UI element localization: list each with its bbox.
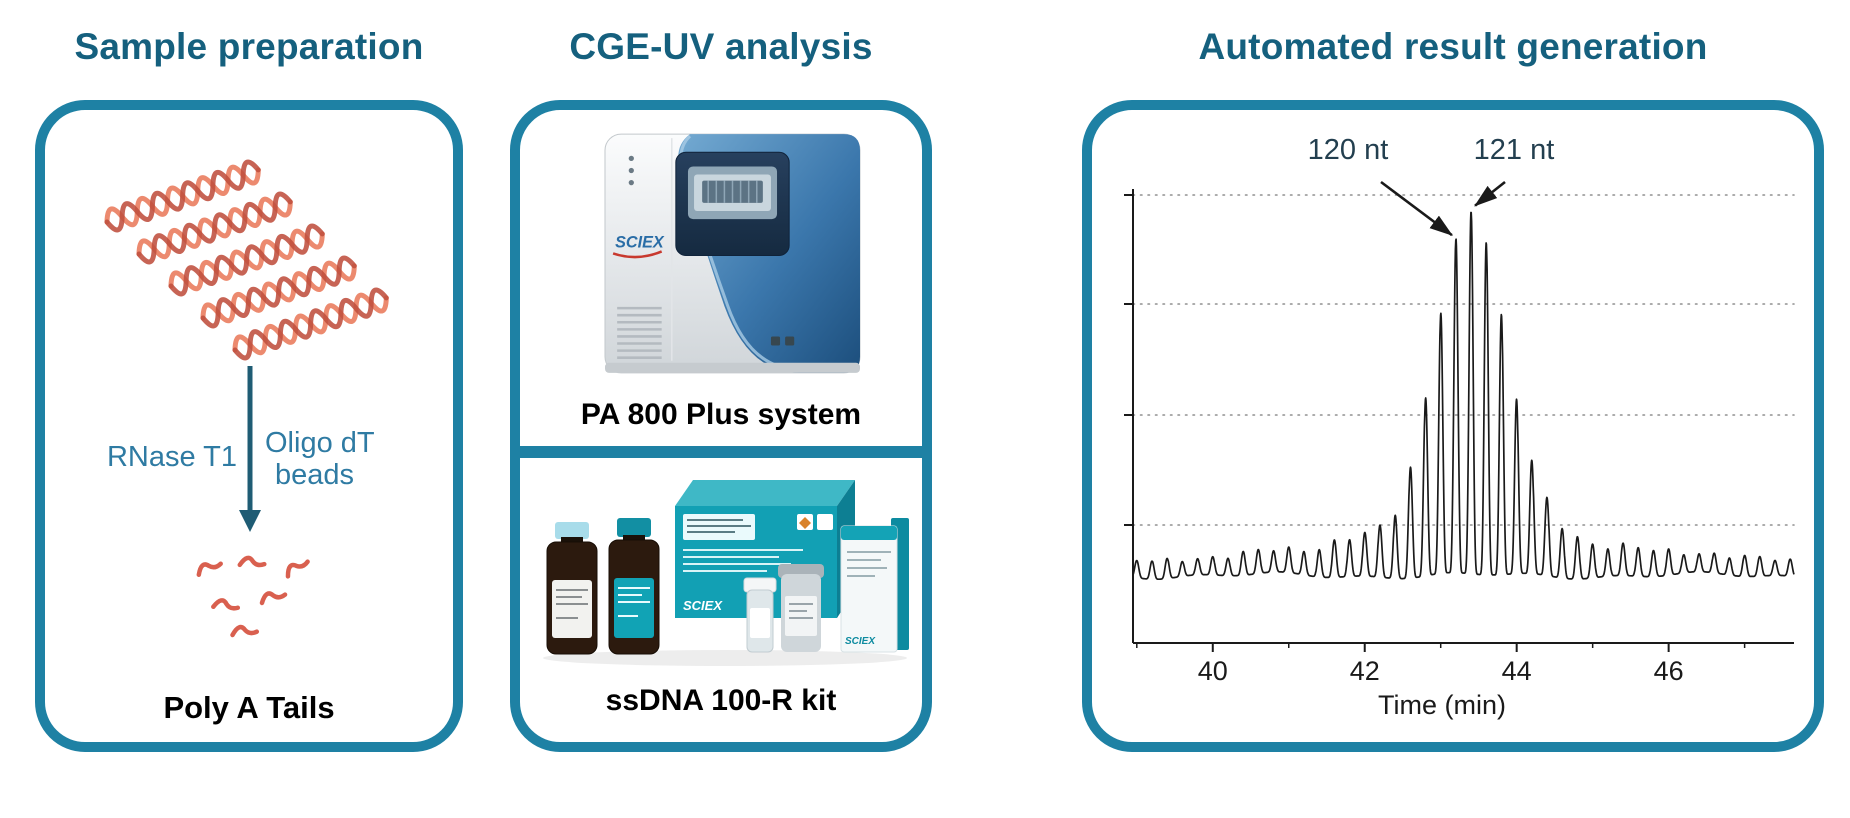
rnase-t1-label: RNase T1 bbox=[106, 441, 237, 473]
x-tick-label: 46 bbox=[1654, 656, 1684, 686]
status-led bbox=[628, 167, 634, 174]
uv-trace bbox=[1132, 211, 1795, 581]
poly-a-tails-caption: Poly A Tails bbox=[163, 690, 335, 725]
poly-a-fragments-icon bbox=[196, 555, 310, 638]
pa800-caption: PA 800 Plus system bbox=[580, 398, 862, 431]
results-panel: 120 nt 121 nt 40 42 44 46 Time (min) bbox=[1082, 100, 1824, 752]
ssdna-kit-image: SCIEX SCIEX bbox=[543, 480, 909, 666]
oligo-dt-label-line1: Oligo dT bbox=[265, 427, 375, 459]
x-tick-label: 40 bbox=[1198, 656, 1228, 686]
annotation-arrow bbox=[1380, 180, 1453, 237]
cge-uv-analysis-title: CGE-UV analysis bbox=[569, 26, 873, 67]
oligo-dt-beads-label: Oligo dT beads bbox=[265, 427, 445, 492]
sciex-logo-text: SCIEX bbox=[615, 233, 665, 251]
ssdna-kit-caption: ssDNA 100-R kit bbox=[605, 684, 837, 717]
peak-annotation-121nt: 121 nt bbox=[1473, 134, 1555, 166]
status-led bbox=[628, 180, 634, 186]
automated-result-title: Automated result generation bbox=[1198, 26, 1708, 67]
electropherogram-chart: 40 42 44 46 bbox=[1124, 180, 1795, 686]
bottle-cap bbox=[617, 518, 651, 537]
pa800-instrument-image: SCIEX bbox=[604, 133, 861, 374]
package-sciex-logo: SCIEX bbox=[845, 636, 876, 647]
mrna-strands-icon bbox=[104, 159, 389, 361]
kit-box-top bbox=[675, 480, 855, 506]
capillary-box-front bbox=[840, 525, 898, 653]
instrument-vent-grille bbox=[617, 306, 662, 359]
down-arrow-icon bbox=[239, 366, 261, 532]
bottle-cap bbox=[555, 522, 589, 539]
kit-sciex-logo: SCIEX bbox=[683, 598, 723, 613]
bottle-label bbox=[614, 578, 654, 638]
bottle-label bbox=[552, 580, 592, 638]
sample-preparation-panel: RNase T1 Oligo dT beads Poly A Tails bbox=[35, 100, 463, 752]
panel-divider bbox=[520, 446, 922, 458]
peak-annotation-120nt: 120 nt bbox=[1307, 134, 1389, 166]
sciex-logo-swoosh bbox=[612, 250, 663, 259]
x-tick-label: 44 bbox=[1502, 656, 1532, 686]
x-tick-label: 42 bbox=[1350, 656, 1380, 686]
status-led bbox=[628, 155, 634, 161]
instrument-base bbox=[605, 362, 860, 373]
x-axis-label: Time (min) bbox=[1378, 690, 1506, 720]
sample-preparation-title: Sample preparation bbox=[74, 26, 424, 67]
annotation-arrow bbox=[1474, 180, 1506, 207]
cge-uv-panel: SCIEX PA 800 Plus system SCIEX bbox=[510, 100, 932, 752]
oligo-dt-label-line2: beads bbox=[275, 458, 355, 491]
